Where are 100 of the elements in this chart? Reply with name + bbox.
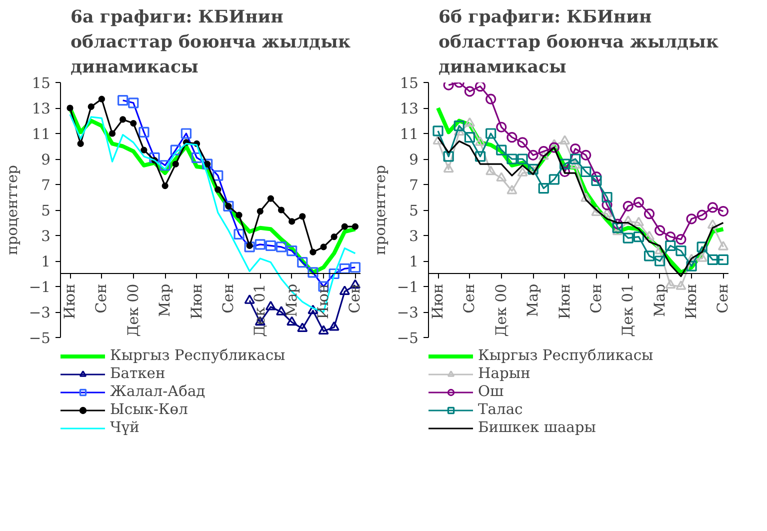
y-tick-label: 9 [41,152,51,168]
x-tick-label: Мар [524,284,542,317]
point [718,254,728,266]
point [633,197,644,208]
point [432,126,444,136]
point [517,137,528,148]
point [496,122,507,132]
point [591,172,602,182]
point [140,146,148,154]
x-tick-label: Июн [188,284,206,320]
y-tick-label: −3 [396,304,419,322]
point [676,280,686,290]
x-tick-label: Сен [93,284,110,314]
point [707,254,718,266]
point [496,172,507,182]
point [528,150,538,160]
x-tick-label: Дек 00 [492,284,510,337]
x-tick-label: Сен [588,284,605,314]
chart-title: 6а графиги: КБИнин областтар боюнча жылдык динамикасы [70,8,351,78]
point [474,136,486,146]
legend-label: Ысык-Көл [110,401,188,418]
point [676,234,686,245]
point [644,208,655,220]
point [591,175,602,186]
point [236,212,242,218]
y-tick-label: 7 [409,177,419,194]
y-axis-title: проценттер [372,164,389,256]
point [548,142,560,153]
point [88,103,94,110]
y-axis-title: проценттер [4,164,21,256]
point [352,223,359,230]
point [474,151,486,162]
point [602,200,612,210]
legend-label: Нарын [478,365,530,382]
point [486,94,496,104]
y-tick-label: 11 [32,126,51,143]
y-tick-label: 5 [41,202,51,220]
point [559,166,570,178]
x-tick-label: Сен [714,284,732,314]
x-tick-label: Мар [283,284,300,317]
legend-label: Жалал-Абад [110,383,206,400]
y-tick-label: 5 [409,202,419,220]
point [120,116,126,123]
point [474,82,486,92]
point [130,120,137,127]
legend-label: Баткен [110,365,166,382]
point [707,219,718,229]
point [320,244,327,250]
x-tick-label: Дек 01 [620,284,637,337]
point [633,216,644,226]
point [612,218,623,230]
y-tick-label: 1 [409,254,419,270]
y-tick-label: 13 [400,100,419,118]
point [654,244,666,254]
point [665,231,676,242]
point [464,86,475,97]
point [278,206,285,214]
x-tick-label: Июн [430,284,447,320]
y-tick-label: −1 [396,279,419,296]
point [432,135,444,145]
point [454,120,464,132]
x-tick-label: Сен [346,284,364,314]
point [517,167,528,176]
point [297,322,308,332]
point [696,210,708,220]
legend-label: Кыргыз Республикасы [478,347,654,364]
y-tick-label: 7 [41,177,51,194]
point [538,183,549,194]
point [580,166,592,178]
point [98,96,105,102]
point [622,232,634,244]
point [538,146,549,157]
point [506,154,518,164]
x-tick-label: Июн [556,284,574,320]
point [286,316,298,326]
point [517,154,528,164]
point [486,128,496,139]
point [464,132,475,143]
x-tick-label: Сен [461,284,478,314]
chart-title: 6б графиги: КБИнин областтар боюнча жылдык динамикасы [438,8,719,78]
point [570,159,581,169]
y-tick-label: 15 [400,75,419,92]
legend-label: Бишкек шаары [478,419,596,436]
y-tick-label: 3 [409,228,419,245]
y-tick-label: 3 [41,228,51,245]
point [214,186,222,193]
point [486,166,496,176]
point [443,163,454,173]
point [318,325,329,335]
y-tick-label: −1 [28,279,51,296]
point [288,218,296,225]
point [559,135,570,145]
point [66,104,74,112]
point [506,184,518,194]
x-tick-label: Дек 00 [124,284,142,337]
x-tick-label: Июн [315,284,332,320]
point [538,150,549,160]
point [77,140,84,147]
y-tick-label: −5 [28,330,51,347]
y-tick-label: 11 [400,126,419,143]
